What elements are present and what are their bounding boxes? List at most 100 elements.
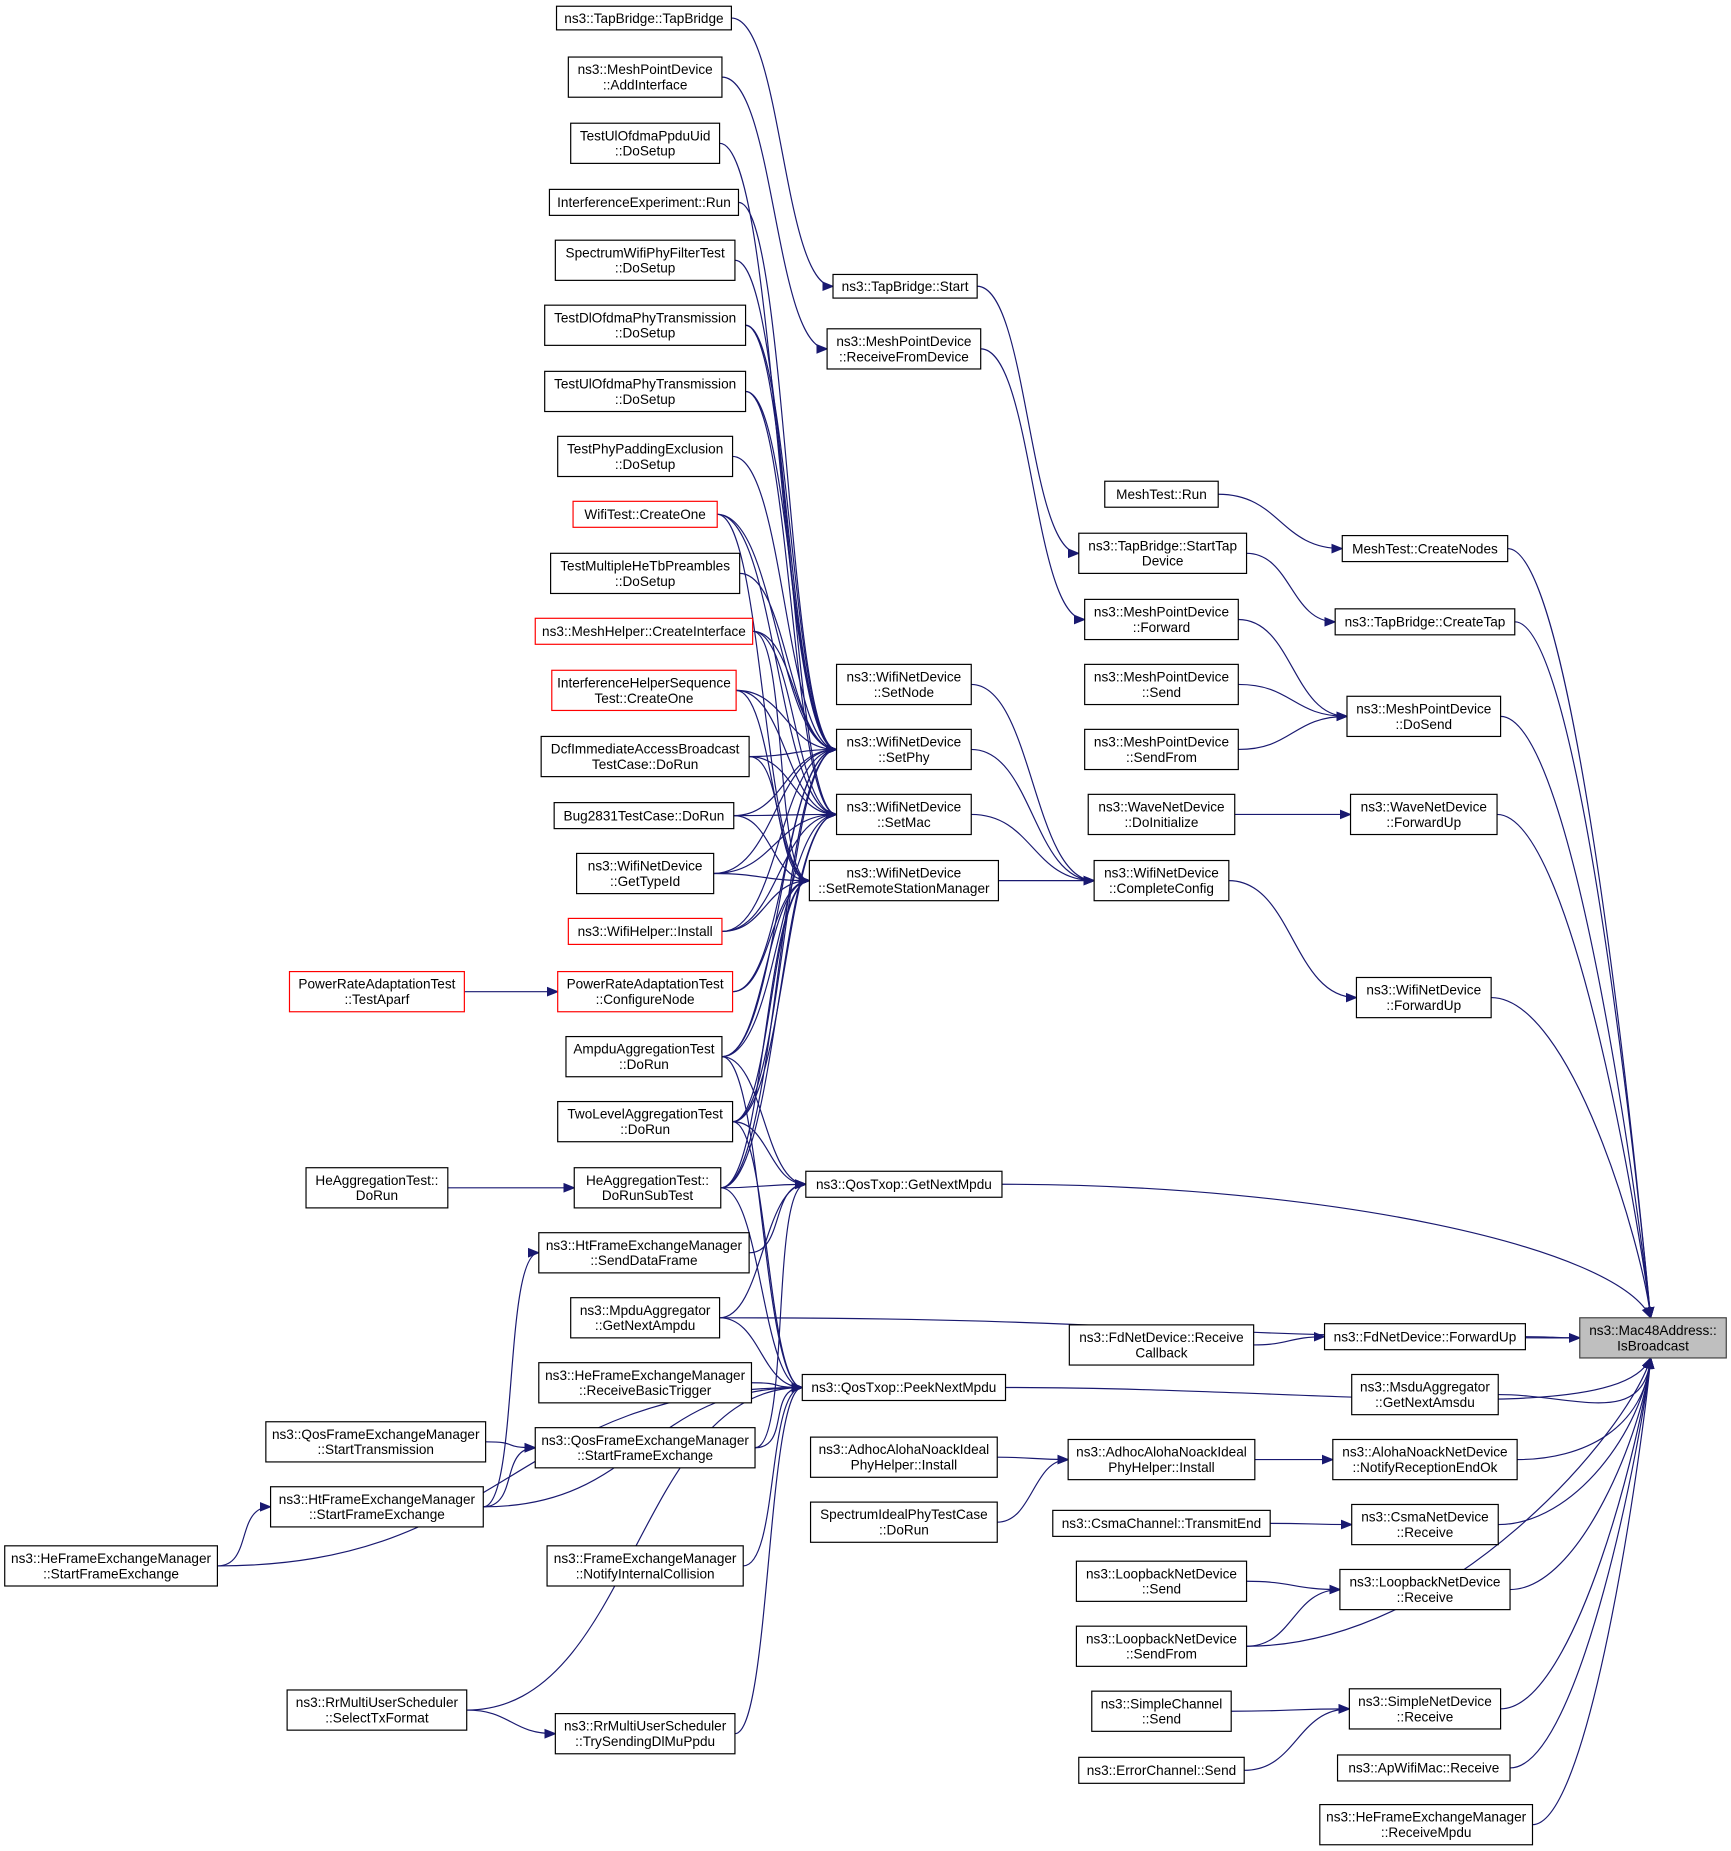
caller-node[interactable]: ns3::MeshPointDevice::SendFrom [1084, 728, 1239, 771]
caller-node[interactable]: ns3::QosFrameExchangeManager::StartTrans… [265, 1421, 487, 1463]
caller-node[interactable]: Bug2831TestCase::DoRun [553, 802, 735, 830]
caller-node[interactable]: ns3::HtFrameExchangeManager::SendDataFra… [538, 1232, 750, 1274]
caller-node[interactable]: ns3::HeFrameExchangeManager::StartFrameE… [4, 1545, 218, 1587]
caller-node[interactable]: ns3::MeshPointDevice::DoSend [1346, 695, 1502, 738]
call-edge [749, 755, 810, 881]
caller-node[interactable]: ns3::ErrorChannel::Send [1078, 1756, 1245, 1784]
caller-node[interactable]: TestUlOfdmaPpduUid::DoSetup [570, 122, 721, 164]
call-edge [1491, 996, 1651, 1318]
call-edge [736, 689, 836, 814]
caller-node[interactable]: ns3::MsduAggregator::GetNextAmsdu [1351, 1373, 1499, 1416]
caller-node[interactable]: ns3::CsmaChannel::TransmitEnd [1052, 1509, 1271, 1537]
caller-node[interactable]: DcfImmediateAccessBroadcastTestCase::DoR… [540, 735, 750, 778]
node-label: ::SendFrom [1126, 750, 1197, 765]
caller-node[interactable]: MeshTest::Run [1104, 480, 1219, 508]
node-label: ns3::AdhocAlohaNoackIdeal [819, 1442, 990, 1457]
node-box [288, 970, 465, 1013]
caller-node[interactable]: ns3::WifiNetDevice::SetMac [835, 793, 972, 836]
caller-node[interactable]: ns3::WaveNetDevice::ForwardUp [1349, 793, 1498, 836]
caller-node[interactable]: ns3::WifiNetDevice::SetPhy [835, 728, 972, 771]
caller-node[interactable]: ns3::CsmaNetDevice::Receive [1351, 1503, 1499, 1546]
caller-node[interactable]: ns3::LoopbackNetDevice::Receive [1339, 1568, 1511, 1611]
node-label: ns3::MeshPointDevice [836, 334, 971, 349]
node-box [1336, 1754, 1511, 1782]
caller-node[interactable]: ns3::HeFrameExchangeManager::ReceiveMpdu [1319, 1803, 1534, 1846]
caller-node[interactable]: AmpduAggregationTest::DoRun [565, 1035, 723, 1078]
caller-node[interactable]: TestUlOfdmaPhyTransmission::DoSetup [544, 370, 747, 413]
node-label: ::StartFrameExchange [43, 1566, 179, 1581]
caller-node[interactable]: ns3::QosTxop::GetNextMpdu [805, 1170, 1003, 1198]
caller-node[interactable]: SpectrumWifiPhyFilterTest::DoSetup [554, 239, 736, 281]
node-label: TestPhyPaddingExclusion [567, 441, 723, 456]
caller-node[interactable]: TestDlOfdmaPhyTransmission::DoSetup [544, 304, 747, 346]
caller-node[interactable]: ns3::FdNetDevice::ForwardUp [1323, 1323, 1526, 1351]
caller-node[interactable]: ns3::RrMultiUserScheduler::TrySendingDlM… [554, 1713, 736, 1755]
caller-node[interactable]: ns3::AdhocAlohaNoackIdealPhyHelper::Inst… [809, 1436, 998, 1478]
node-box [1075, 1560, 1248, 1602]
caller-node[interactable]: ns3::LoopbackNetDevice::SendFrom [1075, 1625, 1248, 1667]
target-node[interactable]: ns3::Mac48Address::IsBroadcast [1579, 1317, 1727, 1359]
caller-node[interactable]: ns3::MeshPointDevice::Forward [1084, 598, 1239, 641]
caller-node[interactable]: ns3::ApWifiMac::Receive [1336, 1754, 1511, 1782]
caller-node[interactable]: ns3::SimpleChannel::Send [1091, 1690, 1232, 1732]
caller-node[interactable]: ns3::QosTxop::PeekNextMpdu [801, 1373, 1007, 1402]
node-label: ns3::WifiNetDevice [588, 859, 703, 874]
call-edge [717, 513, 836, 814]
call-edge [1270, 1523, 1352, 1524]
caller-node[interactable]: ns3::MeshPointDevice::Send [1084, 663, 1239, 706]
caller-node[interactable]: ns3::TapBridge::CreateTap [1334, 608, 1516, 636]
caller-node[interactable]: ns3::MeshPointDevice::ReceiveFromDevice [826, 328, 982, 370]
caller-node[interactable]: ns3::WaveNetDevice::DoInitialize [1087, 793, 1236, 836]
node-label: ns3::MpduAggregator [580, 1303, 711, 1318]
caller-node[interactable]: ns3::RrMultiUserScheduler::SelectTxForma… [286, 1689, 468, 1731]
caller-node[interactable]: ns3::MeshPointDevice::AddInterface [567, 56, 723, 98]
caller-node[interactable]: TestPhyPaddingExclusion::DoSetup [557, 435, 734, 478]
caller-node[interactable]: ns3::FrameExchangeManager::NotifyInterna… [546, 1545, 744, 1587]
caller-node[interactable]: SpectrumIdealPhyTestCase::DoRun [809, 1501, 998, 1543]
node-label: ns3::WifiNetDevice [1104, 866, 1219, 881]
node-label: ::StartFrameExchange [309, 1507, 445, 1522]
caller-node[interactable]: ns3::WifiNetDevice::SetNode [835, 663, 972, 706]
node-label: ::ReceiveFromDevice [839, 349, 969, 364]
caller-node[interactable]: WifiTest::CreateOne [572, 500, 718, 528]
node-box [809, 1436, 998, 1478]
caller-node[interactable]: ns3::WifiNetDevice::CompleteConfig [1093, 859, 1230, 902]
caller-node[interactable]: ns3::SimpleNetDevice::Receive [1348, 1688, 1502, 1730]
node-box [835, 728, 972, 771]
caller-node[interactable]: TwoLevelAggregationTest::DoRun [557, 1100, 734, 1143]
node-box [1323, 1323, 1526, 1351]
caller-node[interactable]: ns3::MeshHelper::CreateInterface [534, 617, 754, 645]
caller-node[interactable]: ns3::TapBridge::Start [832, 273, 978, 299]
caller-node[interactable]: HeAggregationTest::DoRunSubTest [573, 1167, 722, 1209]
call-edge [1246, 552, 1336, 622]
caller-node[interactable]: ns3::TapBridge::TapBridge [555, 5, 732, 31]
caller-node[interactable]: MeshTest::CreateNodes [1341, 534, 1509, 563]
caller-node[interactable]: PowerRateAdaptationTest::TestAparf [288, 970, 465, 1013]
caller-node[interactable]: ns3::MpduAggregator::GetNextAmpdu [570, 1297, 721, 1339]
caller-node[interactable]: ns3::AlohaNoackNetDevice::NotifyReceptio… [1332, 1438, 1518, 1481]
call-edge [1231, 1709, 1349, 1711]
caller-node[interactable]: PowerRateAdaptationTest::ConfigureNode [557, 970, 734, 1013]
node-box [809, 1501, 998, 1543]
caller-node[interactable]: ns3::WifiHelper::Install [567, 917, 723, 945]
node-box [1355, 976, 1492, 1019]
caller-node[interactable]: ns3::LoopbackNetDevice::Send [1075, 1560, 1248, 1602]
caller-node[interactable]: ns3::HtFrameExchangeManager::StartFrameE… [269, 1486, 484, 1528]
node-label: TestCase::DoRun [592, 757, 698, 772]
caller-node[interactable]: ns3::HeFrameExchangeManager::ReceiveBasi… [538, 1362, 753, 1404]
caller-node[interactable]: ns3::QosFrameExchangeManager::StartFrame… [534, 1427, 756, 1469]
caller-node[interactable]: InterferenceHelperSequenceTest::CreateOn… [551, 669, 737, 712]
caller-node[interactable]: ns3::WifiNetDevice::GetTypeId [576, 852, 715, 895]
caller-node[interactable]: HeAggregationTest::DoRun [305, 1167, 449, 1209]
node-label: ::SetPhy [878, 750, 930, 765]
caller-node[interactable]: TestMultipleHeTbPreambles::DoSetup [550, 552, 741, 595]
node-label: SpectrumIdealPhyTestCase [820, 1507, 988, 1522]
caller-node[interactable]: ns3::WifiNetDevice::ForwardUp [1355, 976, 1492, 1019]
caller-node[interactable]: ns3::AdhocAlohaNoackIdealPhyHelper::Inst… [1067, 1438, 1256, 1481]
node-box [554, 1713, 736, 1755]
caller-node[interactable]: InterferenceExperiment::Run [548, 188, 740, 216]
call-edge [1001, 1183, 1651, 1318]
caller-node[interactable]: ns3::WifiNetDevice::SetRemoteStationMana… [808, 859, 1000, 902]
